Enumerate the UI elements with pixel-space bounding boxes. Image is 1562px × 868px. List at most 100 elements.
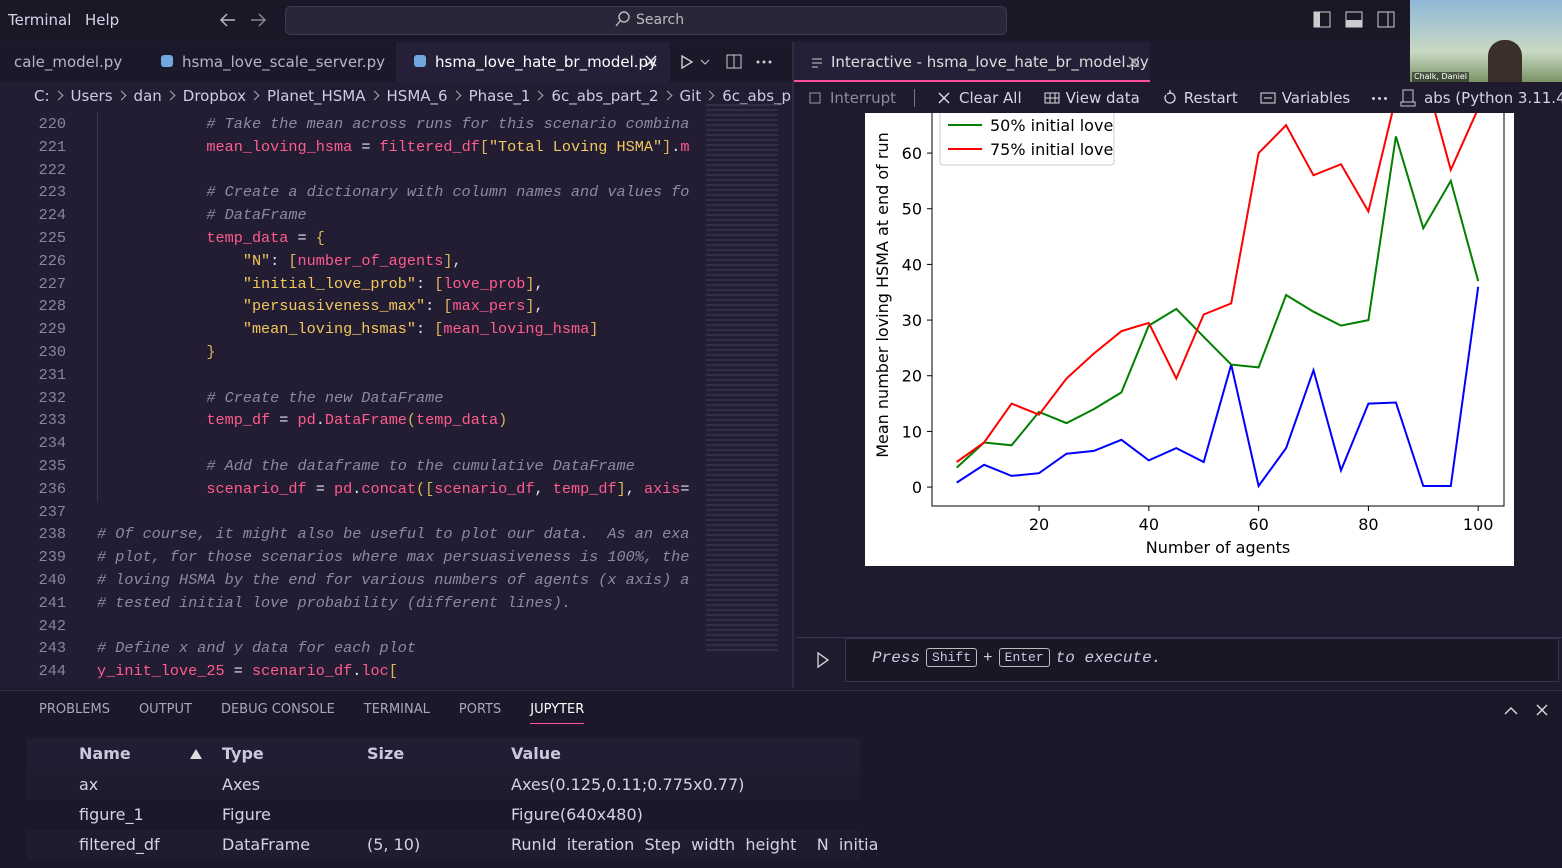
key-cap: Shift	[926, 648, 978, 667]
breadcrumb-item[interactable]: dan	[133, 87, 162, 105]
code-line: # loving HSMA by the end for various num…	[97, 571, 690, 589]
code-line: "persuasiveness_max": [max_pers],	[242, 297, 544, 316]
toolbar-button[interactable]: Interrupt	[808, 89, 916, 107]
y-tick-label: 50	[902, 200, 922, 219]
toolbar-icon	[1260, 92, 1276, 104]
python-icon	[414, 55, 426, 67]
breadcrumb-item[interactable]: HSMA_6	[386, 87, 448, 105]
line-number: 224	[38, 206, 66, 225]
panel-tab[interactable]: PORTS	[458, 702, 502, 717]
code-line: }	[206, 343, 216, 361]
more-actions[interactable]	[1372, 96, 1388, 100]
column-header[interactable]: Size	[367, 744, 405, 763]
hint-text: +	[983, 648, 993, 667]
code-line: "initial_love_prob": [love_prob],	[242, 274, 544, 293]
editor-tab[interactable]: hsma_love_scale_server.py	[182, 53, 385, 71]
toolbar-divider	[914, 89, 916, 107]
editor-tab[interactable]: cale_model.py	[14, 53, 123, 71]
indent-guide	[97, 113, 98, 501]
input-box[interactable]	[845, 638, 1559, 682]
code-line: "mean_loving_hsmas": [mean_loving_hsma]	[242, 320, 599, 339]
plot-frame	[931, 113, 1505, 507]
code-line: # Add the dataframe to the cumulative Da…	[97, 457, 635, 475]
x-tick-label: 60	[1248, 515, 1268, 534]
y-tick-label: 60	[902, 144, 922, 163]
editor-tab[interactable]: hsma_love_hate_br_model.py	[435, 53, 657, 71]
table-header: Name Type Size Value	[27, 738, 860, 770]
line-number: 228	[38, 297, 66, 316]
nav-arrows[interactable]	[215, 10, 275, 30]
line-number: 230	[38, 343, 66, 361]
panel-tab[interactable]: DEBUG CONSOLE	[220, 702, 335, 717]
toolbar-label: View data	[1065, 89, 1140, 107]
line-number: 232	[38, 388, 66, 407]
breadcrumb-item[interactable]: 6c_abs_part_2	[551, 87, 659, 105]
toolbar-button[interactable]: Variables	[1260, 89, 1351, 107]
table-row: ax Axes Axes(0.125,0.11;0.775x0.77)	[27, 770, 860, 800]
x-tick-label: 80	[1358, 515, 1378, 534]
panel-tab[interactable]: TERMINAL	[363, 702, 430, 717]
toolbar-label: Variables	[1281, 89, 1351, 107]
input-area	[796, 637, 1562, 684]
kernel-icon	[1400, 89, 1416, 107]
tab-actions[interactable]	[644, 54, 794, 70]
menu-item[interactable]: Help	[85, 11, 120, 29]
breadcrumb-separator	[662, 90, 672, 100]
y-tick-label: 20	[902, 367, 922, 386]
breadcrumb-item[interactable]: Git	[679, 87, 702, 105]
breadcrumb-item[interactable]: Planet_HSMA	[266, 87, 366, 105]
line-number: 234	[38, 434, 66, 453]
interactive-tab[interactable]: Interactive - hsma_love_hate_br_model.py	[831, 53, 1149, 71]
series-line	[956, 136, 1480, 469]
toolbar-button[interactable]: Restart	[1162, 89, 1238, 107]
interactive-tab-bg	[794, 42, 1150, 82]
line-number: 227	[38, 274, 66, 293]
x-axis-label: Number of agents	[1146, 538, 1290, 557]
breadcrumb-separator	[165, 90, 176, 100]
splitter	[792, 42, 794, 688]
breadcrumb-separator	[533, 90, 544, 100]
toolbar-button[interactable]: Clear All	[937, 89, 1022, 107]
layout-icons[interactable]	[1312, 10, 1402, 30]
line-number: 222	[38, 160, 66, 179]
legend-label: 50% initial love	[990, 116, 1113, 135]
breadcrumb-item[interactable]: Dropbox	[182, 87, 246, 105]
table-cell: Axes	[222, 775, 261, 794]
line-number: 241	[38, 593, 66, 612]
breadcrumb-item[interactable]: Phase_1	[468, 87, 531, 105]
active-tab	[396, 42, 670, 84]
panel-tab[interactable]: OUTPUT	[138, 702, 192, 717]
panel-tab[interactable]: JUPYTER	[530, 702, 585, 724]
dot	[1384, 96, 1388, 100]
line-number: 229	[38, 320, 66, 339]
panel-tab[interactable]: PROBLEMS	[39, 702, 110, 717]
table-cell: Figure(640x480)	[511, 805, 643, 824]
line-number: 226	[38, 251, 66, 270]
toolbar-button[interactable]: View data	[1044, 89, 1140, 107]
column-header[interactable]: Value	[511, 744, 562, 763]
breadcrumb: C: Users dan Dropbox Planet_HSMA HSMA_6 Phase_…	[34, 86, 868, 106]
run-button[interactable]	[815, 651, 831, 669]
table-cell: filtered_df	[79, 835, 160, 854]
table-cell: ax	[79, 775, 99, 794]
kernel[interactable]: abs (Python 3.11.4)	[1424, 89, 1562, 107]
search-box[interactable]	[285, 6, 1007, 35]
line-number: 233	[38, 411, 66, 430]
code-line: # Of course, it might also be useful to …	[97, 525, 690, 544]
panel-actions[interactable]	[1502, 703, 1552, 719]
legend: 50% initial love 75% initial love	[939, 113, 1115, 166]
interactive-toolbar: Interrupt Clear All View data Restart Variab…	[808, 88, 1388, 108]
line-number: 244	[38, 662, 66, 681]
code-line: # Create a dictionary with column names …	[97, 183, 690, 202]
column-header[interactable]: Name	[79, 744, 131, 763]
y-tick-label: 10	[902, 422, 922, 441]
close-icon[interactable]	[1127, 55, 1141, 69]
column-header[interactable]: Type	[222, 744, 264, 763]
breadcrumb-item[interactable]: C:	[34, 87, 50, 105]
line-number: 221	[38, 137, 66, 156]
breadcrumb-item[interactable]: Users	[70, 87, 113, 105]
input-hint: Press Shift + Enter to execute.	[872, 648, 1161, 667]
breadcrumb-separator	[53, 90, 63, 100]
sort-icon[interactable]	[189, 748, 203, 760]
menu-item[interactable]: Terminal	[8, 11, 72, 29]
